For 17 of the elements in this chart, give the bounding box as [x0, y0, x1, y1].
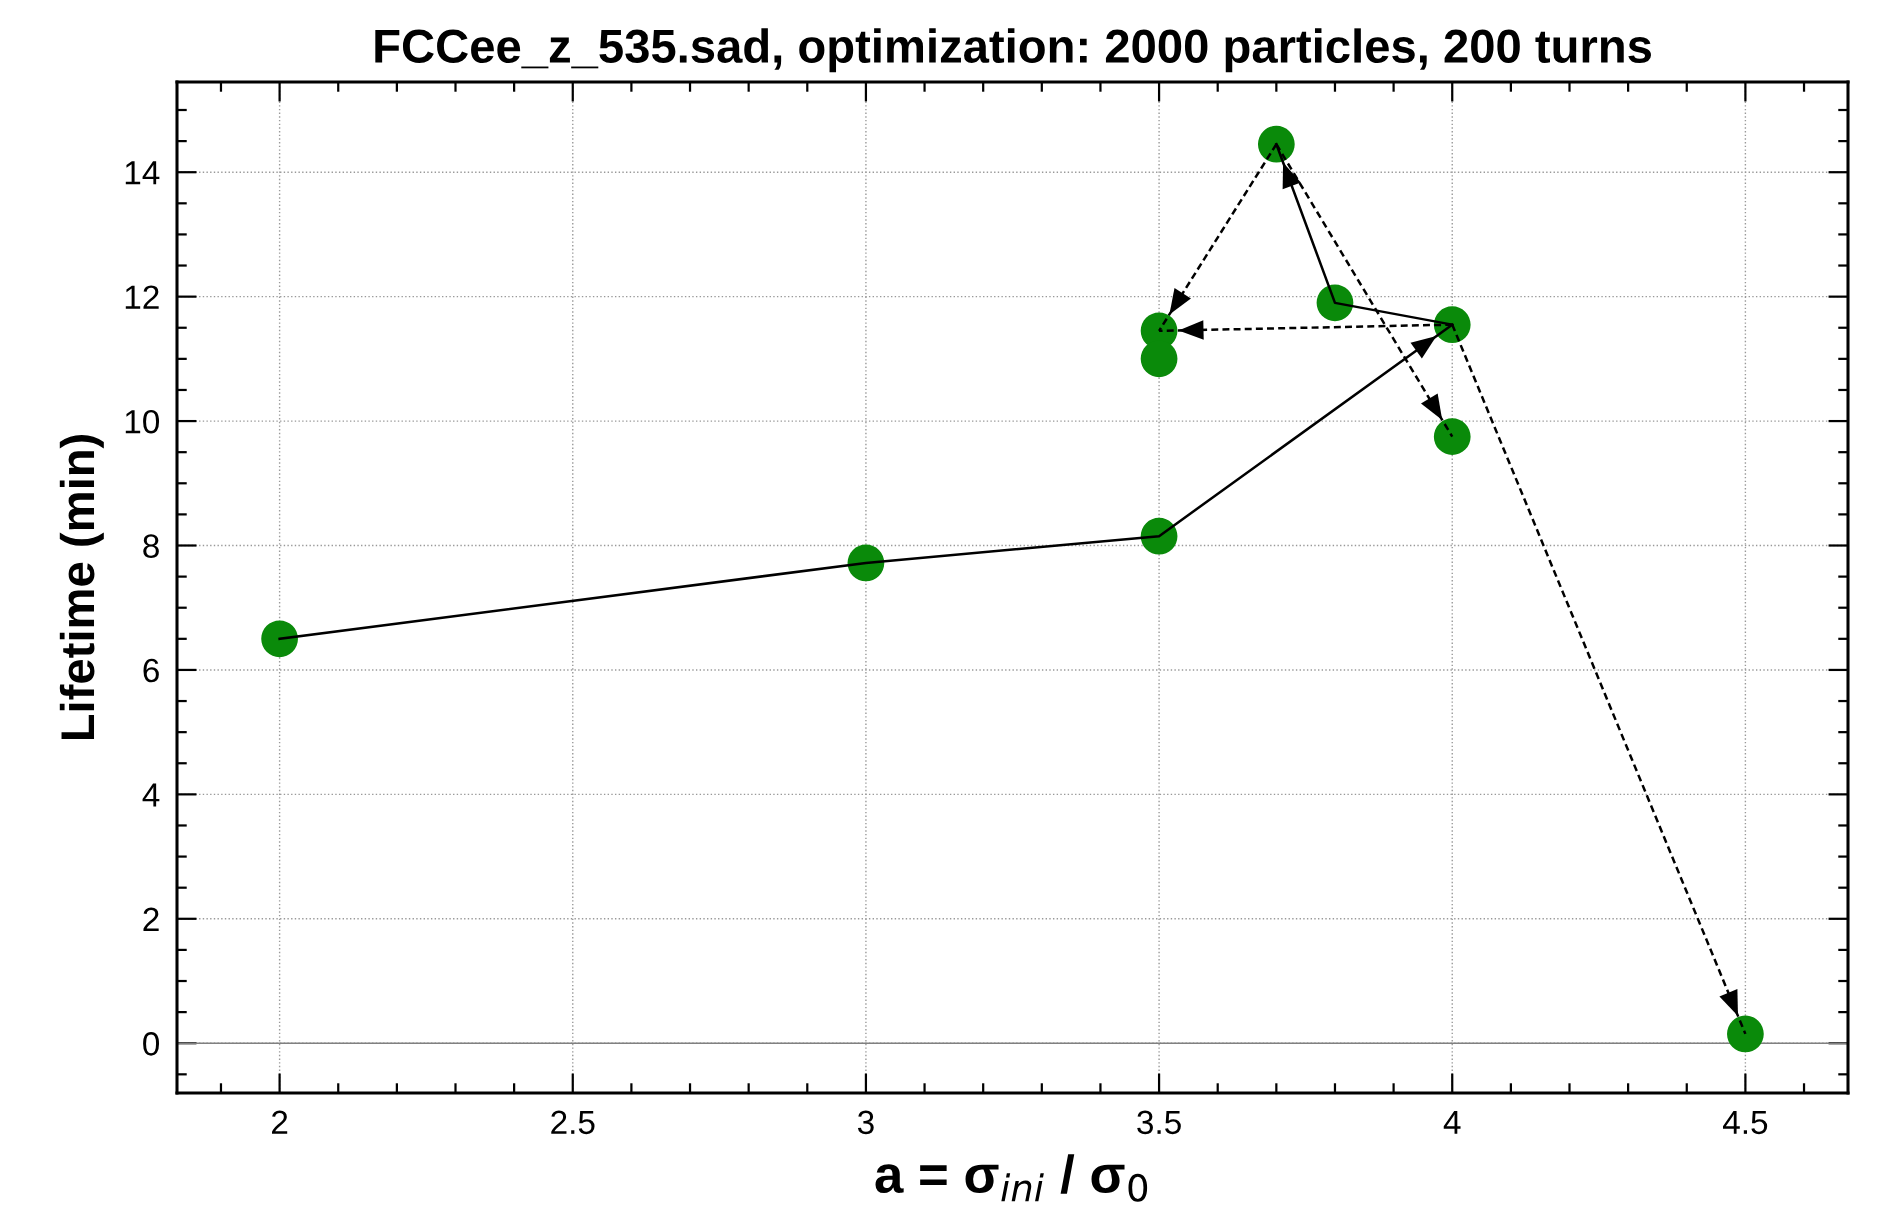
x-tick-label: 2.5	[551, 1110, 595, 1135]
x-tick-label: 3.5	[1137, 1110, 1181, 1135]
x-tick-label: 2	[272, 1110, 288, 1134]
y-tick-label: 12	[125, 285, 159, 309]
y-tick-label: 4	[142, 783, 160, 807]
x-tick-label: 4.5	[1722, 1110, 1768, 1135]
y-tick-label: 8	[143, 534, 159, 558]
y-tick-label: 10	[125, 409, 160, 434]
y-tick-label: 0	[143, 1032, 160, 1056]
x-tick-label: 4	[1443, 1110, 1461, 1134]
x-axis-title: a = σ$_{ini}$ / σ$_{0}$	[875, 1154, 1148, 1202]
y-tick-label: 6	[143, 658, 159, 683]
y-tick-label: 2	[143, 907, 159, 931]
chart-title: FCCee_z_535.sad, optimization: 2000 particles, 200 turns	[375, 28, 1651, 73]
y-axis-title: Lifetime (min)	[59, 435, 104, 740]
y-tick-label: 14	[125, 161, 160, 185]
x-tick-label: 3	[857, 1110, 874, 1135]
